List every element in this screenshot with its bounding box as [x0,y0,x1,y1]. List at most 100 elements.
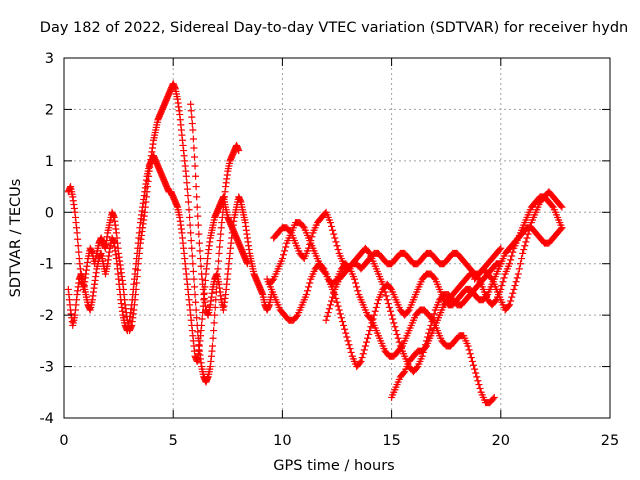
data-point [518,255,526,263]
data-point [491,297,499,305]
data-point [470,361,477,369]
data-point [333,242,341,250]
data-point [321,269,329,277]
data-point [340,321,348,329]
data-point [521,242,529,250]
series-track-e [270,208,505,376]
data-point [182,172,190,180]
data-point [332,238,340,246]
data-point [366,327,374,335]
data-point [193,203,201,211]
data-point [367,323,375,331]
data-point [356,359,364,367]
data-point [372,303,380,311]
data-point [523,234,531,242]
data-point [333,298,341,306]
data-point [498,282,506,290]
data-point [216,237,224,245]
data-point [369,315,377,323]
grid-lines [64,58,610,418]
data-point [465,346,473,354]
data-point [558,224,566,232]
data-point [189,135,197,143]
data-point [281,247,289,255]
data-point [365,248,373,256]
data-point [330,289,338,297]
data-point [490,393,498,401]
data-point [235,147,243,155]
data-point [395,338,403,346]
data-point [323,312,331,320]
data-point [188,244,196,252]
data-point [190,153,198,161]
data-point [473,373,481,381]
data-point [334,302,342,310]
data-point [511,282,519,290]
data-point [191,162,199,170]
data-point [373,300,381,308]
data-point [371,307,379,315]
data-point [430,310,438,318]
x-tick-label: 20 [492,433,510,449]
data-point [500,274,508,282]
data-point [390,319,398,327]
y-tick-label: -3 [40,360,54,376]
data-point [190,275,198,283]
data-point [474,377,482,385]
data-point [489,395,497,403]
data-point [217,230,225,238]
data-point [193,193,201,201]
data-point [209,334,217,342]
data-point [184,198,192,206]
data-point [337,314,345,322]
data-point [504,302,512,310]
data-point [190,144,198,152]
data-point [496,246,504,254]
data-point [384,300,392,308]
x-tick-label: 25 [601,433,619,449]
data-point [328,222,336,230]
data-point [519,249,527,257]
data-point [346,345,354,353]
data-point [194,328,202,336]
data-point [189,126,197,134]
data-point [510,285,518,293]
data-point [326,301,334,309]
data-point [190,283,198,291]
data-point [359,350,367,358]
data-point [513,274,521,282]
data-point [331,234,339,242]
data-point [186,213,194,221]
data-point [330,230,338,238]
data-point [347,348,355,356]
data-point [197,262,205,270]
data-point [392,327,400,335]
data-point [324,309,332,317]
data-point [472,369,480,377]
data-point [357,357,365,365]
data-point [299,222,307,230]
data-point [209,342,217,350]
data-point [387,284,395,292]
data-point [361,342,369,350]
data-point [328,297,336,305]
y-axis-label: SDTVAR / TECUs [8,179,24,298]
data-point [189,260,197,268]
data-point [360,346,368,354]
data-point [400,369,408,377]
data-point [509,289,517,297]
plot-frame [63,57,611,419]
data-point [338,318,346,326]
data-point [467,354,475,362]
y-tick-label: 2 [45,102,54,118]
data-point [509,248,517,256]
data-point [426,325,434,333]
series-track-f [265,219,566,371]
data-point [464,342,472,350]
data-point [305,283,313,291]
data-point [282,243,290,251]
data-point [188,252,196,260]
data-point [216,243,224,251]
data-point [497,244,505,252]
